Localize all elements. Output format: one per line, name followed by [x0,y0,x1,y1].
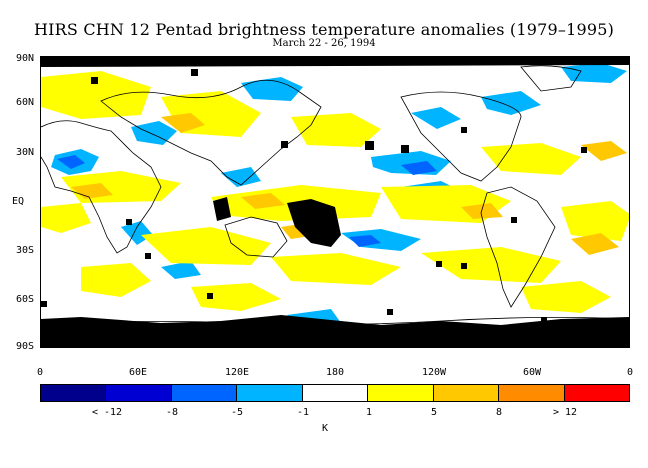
lon-label-180: 180 [325,367,345,378]
colorbar-label: 1 [365,407,373,418]
colorbar-label: -5 [230,407,244,418]
colorbar-swatch [41,385,107,401]
lon-label-120e: 120E [224,367,250,378]
lat-label-30s: 30S [15,245,34,256]
coastlines [41,65,629,326]
colorbar-swatch [368,385,434,401]
colorbar-swatch [564,385,629,401]
date-subtitle: March 22 - 26, 1994 [272,38,376,49]
lon-label-60w: 60W [522,367,542,378]
positive-anomaly-patches [41,71,629,313]
colorbar-swatch [171,385,238,401]
lat-label-eq: EQ [11,196,24,207]
lat-label-90s: 90S [15,341,34,352]
lat-label-60n: 60N [15,97,34,108]
colorbar-swatch [499,385,565,401]
map-title: HIRS CHN 12 Pentad brightness temperatur… [33,20,615,39]
lat-label-90n: 90N [15,53,34,64]
lat-label-30n: 30N [15,147,34,158]
colorbar-label: < -12 [91,407,123,418]
missing-data-regions [41,57,629,347]
colorbar [40,384,630,402]
colorbar-swatch [302,385,369,401]
colorbar-label: -8 [165,407,179,418]
colorbar-swatch [237,385,303,401]
lon-label-0-right: 0 [626,367,634,378]
strong-negative-anomaly-patches [57,155,437,247]
anomaly-map-canvas [41,57,629,347]
colorbar-swatch [433,385,500,401]
colorbar-label: -1 [296,407,310,418]
colorbar-label: > 12 [552,407,578,418]
lon-label-0-left: 0 [36,367,44,378]
colorbar-units: K [321,423,329,434]
colorbar-label: 5 [430,407,438,418]
colorbar-label: 8 [495,407,503,418]
lat-label-60s: 60S [15,294,34,305]
strong-positive-anomaly-patches [71,113,627,255]
colorbar-swatch [106,385,172,401]
lon-label-60e: 60E [128,367,148,378]
anomaly-map [40,56,630,348]
lon-label-120w: 120W [421,367,447,378]
